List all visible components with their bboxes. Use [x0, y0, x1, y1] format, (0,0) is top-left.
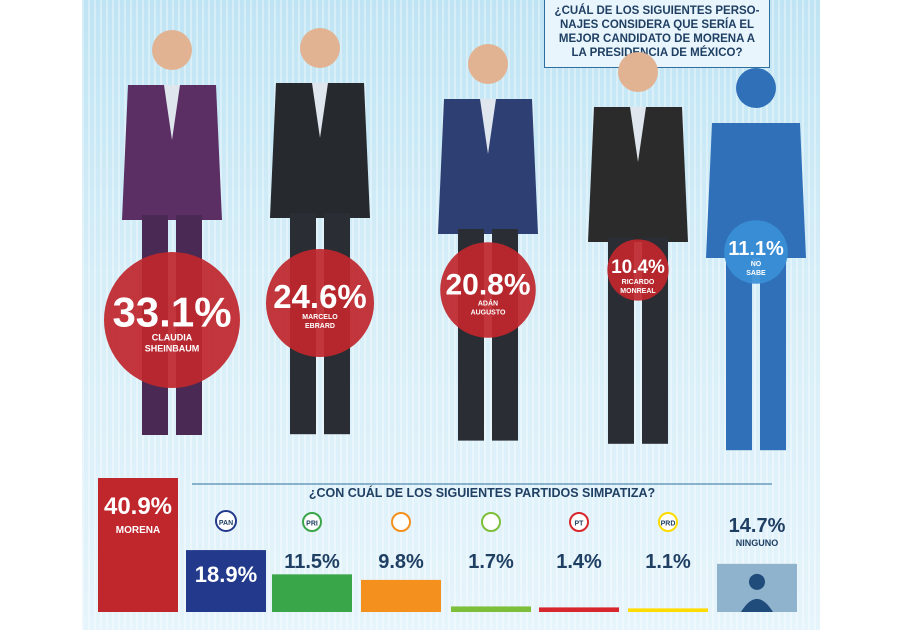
party-bar-4: [361, 579, 441, 612]
party-bar-5: [451, 606, 531, 612]
candidate-value: 20.8%: [445, 269, 530, 302]
shirt: [312, 83, 328, 138]
party-label: NINGUNO: [736, 538, 779, 548]
party-logo-icon: [302, 512, 322, 532]
candidate-bubble-4: [607, 239, 669, 301]
party-value: 1.1%: [645, 551, 691, 573]
party-value: 9.8%: [378, 551, 424, 573]
party-bar-1: [98, 478, 178, 612]
party-logo-icon: [481, 512, 501, 532]
torso: [438, 99, 538, 234]
head: [300, 28, 340, 68]
party-bar-7: [628, 608, 708, 612]
candidate-label: RICARDO: [622, 279, 655, 286]
party-value: 11.5%: [284, 551, 340, 573]
shirt: [164, 85, 180, 140]
shirt: [480, 99, 496, 154]
silhouette-body-icon: [741, 598, 773, 612]
candidate-label: NO: [751, 261, 762, 268]
party-bar-3: [272, 574, 352, 612]
candidate-bubble-5: [724, 220, 788, 284]
head: [152, 30, 192, 70]
party-logo-text: PT: [575, 521, 585, 528]
candidate-bubble-2: [265, 248, 375, 358]
party-label: MORENA: [116, 525, 160, 536]
candidate-label: SHEINBAUM: [145, 344, 200, 354]
shirt: [630, 107, 646, 162]
head: [618, 52, 658, 92]
party-bar-6: [539, 607, 619, 612]
figure-5: [706, 68, 806, 451]
pan-logo-icon: [215, 510, 237, 532]
candidate-label: MARCELO: [302, 314, 338, 321]
candidate-question: ¿CUÁL DE LOS SIGUIENTES PERSO- NAJES CON…: [544, 0, 770, 68]
torso: [122, 85, 222, 220]
candidate-bubble-1: [104, 252, 240, 388]
leg-left: [726, 253, 752, 451]
candidate-label: EBRARD: [305, 323, 335, 330]
candidate-label: MONREAL: [620, 288, 656, 295]
candidate-bubble-3: [440, 242, 536, 338]
party-value: 40.9%: [104, 493, 172, 520]
party-logo-icon: [391, 512, 411, 532]
candidate-label: AUGUSTO: [471, 310, 506, 317]
figure-2: [270, 28, 370, 435]
candidate-value: 24.6%: [273, 278, 367, 315]
party-value: 1.4%: [556, 551, 602, 573]
head: [736, 68, 776, 108]
party-logo-text: PRI: [306, 521, 318, 528]
party-logo-icon: [569, 512, 589, 532]
party-question: ¿CON CUÁL DE LOS SIGUIENTES PARTIDOS SIM…: [309, 485, 655, 500]
candidate-value: 11.1%: [728, 238, 784, 260]
leg-right: [760, 253, 786, 451]
silhouette-head-icon: [749, 573, 765, 590]
party-logo-icon: [658, 512, 678, 532]
party-logo-text: PRD: [661, 521, 676, 528]
party-bar-2: [186, 550, 266, 612]
pan-logo-text: PAN: [219, 520, 233, 527]
torso: [706, 123, 806, 258]
candidate-label: CLAUDIA: [152, 333, 193, 343]
head: [468, 44, 508, 84]
party-value: 18.9%: [195, 562, 257, 587]
infographic-panel: ¿CUÁL DE LOS SIGUIENTES PERSO- NAJES CON…: [82, 0, 820, 630]
party-value: 1.7%: [468, 551, 514, 573]
candidate-label: ADÁN: [478, 299, 498, 308]
candidate-label: SABE: [746, 270, 766, 277]
torso: [588, 107, 688, 242]
candidate-value: 10.4%: [611, 257, 665, 278]
candidate-value: 33.1%: [112, 288, 231, 335]
party-value: 14.7%: [729, 515, 786, 537]
torso: [270, 83, 370, 218]
